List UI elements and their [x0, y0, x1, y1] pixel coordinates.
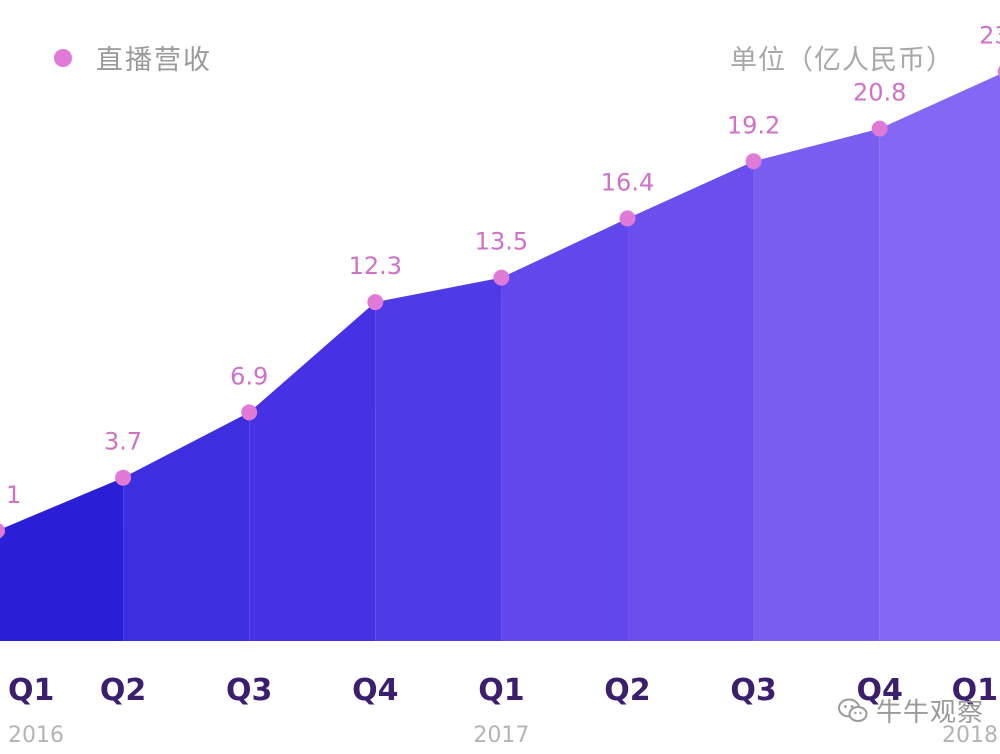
- x-tick-label-2: Q2: [100, 673, 146, 708]
- point-group: [0, 65, 1000, 539]
- data-label-8: 20.8: [853, 79, 906, 107]
- area-band-4: [375, 277, 502, 641]
- x-tick-label-9: Q1: [952, 673, 998, 708]
- data-point-5: [493, 269, 510, 286]
- x-tick-label-4: Q4: [352, 673, 398, 708]
- x-tick-label-5: Q1: [478, 673, 524, 708]
- data-point-2: [115, 469, 132, 486]
- legend-marker: [54, 48, 72, 67]
- watermark-text: 牛牛观察: [875, 698, 984, 728]
- area-band-6: [627, 161, 754, 642]
- legend: 直播营收: [54, 38, 212, 77]
- data-label-1: 1: [6, 481, 21, 509]
- legend-label: 直播营收: [96, 45, 212, 76]
- data-label-9: 23.6: [979, 21, 1000, 49]
- x-tick-label-7: Q3: [730, 673, 776, 708]
- x-tick-label-8: Q4: [857, 673, 903, 708]
- year-label-2017: 2017: [473, 723, 529, 748]
- x-tick-label-6: Q2: [604, 673, 650, 708]
- data-point-1: [0, 523, 5, 539]
- data-point-9: [997, 65, 1000, 77]
- year-label-2018: 2018: [942, 723, 998, 748]
- data-label-5: 13.5: [475, 228, 528, 256]
- data-point-7: [745, 153, 762, 170]
- data-label-group: 1 3.7 6.9 12.3 13.5 16.4 19.2 20.8 23.6: [6, 21, 1000, 508]
- data-point-3: [241, 404, 258, 421]
- area-band-2: [123, 412, 250, 641]
- x-tick-label-1: Q1: [8, 673, 54, 708]
- x-axis: Q1 Q2 Q3 Q4 Q1 Q2 Q3 Q4 Q1 2016 2017 2018: [8, 673, 998, 748]
- x-tick-label-3: Q3: [226, 673, 272, 708]
- area-fill-group: [0, 74, 1000, 642]
- area-band-1: [0, 477, 124, 641]
- data-label-4: 12.3: [349, 252, 402, 280]
- area-band-8: [879, 74, 1000, 641]
- data-label-6: 16.4: [601, 168, 654, 196]
- area-band-7: [753, 128, 880, 641]
- wechat-icon: [837, 698, 868, 722]
- data-label-2: 3.7: [104, 428, 142, 456]
- data-point-6: [619, 210, 636, 227]
- unit-label: 单位（亿人民币）: [730, 45, 954, 76]
- data-point-8: [871, 120, 888, 137]
- watermark: 牛牛观察: [837, 692, 984, 729]
- year-label-2016: 2016: [8, 723, 64, 748]
- data-point-4: [367, 294, 384, 311]
- area-band-3: [249, 302, 376, 641]
- area-band-5: [501, 218, 628, 641]
- data-label-3: 6.9: [230, 362, 268, 390]
- data-label-7: 19.2: [727, 111, 780, 139]
